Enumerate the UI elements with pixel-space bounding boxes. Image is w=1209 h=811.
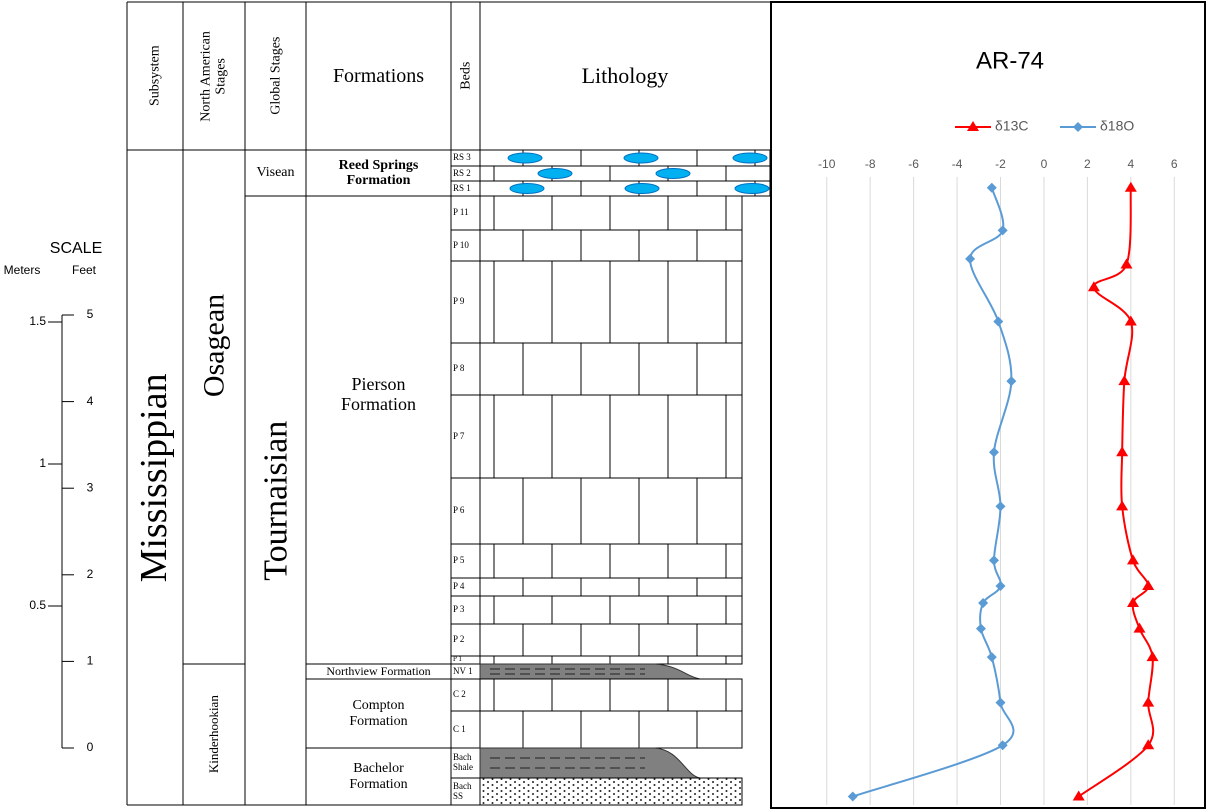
bed-label-box: P 3 [453,596,480,624]
header-box: North American Stages [183,2,245,150]
header-box: Global Stages [245,2,306,150]
formation-box: Reed Springs Formation [306,150,451,196]
bed-label-box: NV 1 [453,664,480,679]
header: Global Stages [268,6,283,146]
bed-label-box: P 5 [453,544,480,578]
bed-label-box: C 1 [453,711,480,748]
bed-label-box: P 11 [453,196,480,230]
bed-label: RS 3 [453,153,480,163]
page: AR-74 SCALEMetersFeet0.511.5012345-10-8-… [0,0,1209,811]
bed-label-box: P 6 [453,478,480,544]
bed-label: RS 1 [453,184,480,194]
bed-label: P 11 [453,208,480,218]
header: North American Stages [199,21,230,131]
formation: Pierson Formation [324,375,434,415]
global-stage: Tournaisian [257,301,294,701]
bed-label: C 2 [453,690,480,700]
formation: Reed Springs Formation [324,158,434,189]
bed-label-box: RS 2 [453,166,480,181]
bed-label-box: C 2 [453,679,480,711]
bed-label-box: P 4 [453,578,480,596]
bed-label: RS 2 [453,169,480,179]
bed-label: P 9 [453,297,480,307]
header: Formations [333,65,424,87]
bed-label: P 6 [453,506,480,516]
header: Subsystem [147,6,162,146]
formation-box: Compton Formation [306,679,451,748]
bed-label-box: RS 3 [453,150,480,166]
bed-label-box: P 10 [453,230,480,261]
global-stage: Visean [256,165,294,180]
bed-label: P 1 [453,656,480,664]
stage: Kinderhookian [207,664,221,804]
bed-label: P 5 [453,556,480,566]
stage-box: Osagean [183,150,245,540]
subsystem: Mississippian [134,227,176,727]
global-stage-box: Visean [245,150,306,196]
bed-label: P 3 [453,605,480,615]
stage-box: Kinderhookian [183,664,245,805]
bed-label-box: P 1 [453,656,480,664]
formation: Bachelor Formation [334,761,424,792]
header: Beds [458,6,473,146]
bed-label: NV 1 [453,667,480,677]
bed-label-box: P 2 [453,624,480,656]
column-texts: Subsystem North American Stages Global Sta… [0,0,1209,811]
bed-label: C 1 [453,725,480,735]
bed-label-box: Bach Shale [453,748,480,778]
formation-box: Bachelor Formation [306,748,451,805]
header-box: Beds [451,2,480,150]
bed-label-box: P 7 [453,395,480,478]
header-box: Subsystem [127,2,183,150]
bed-label: P 2 [453,635,480,645]
bed-label: P 7 [453,432,480,442]
bed-label: Bach Shale [453,753,480,773]
bed-label-box: RS 1 [453,181,480,196]
global-stage-box: Tournaisian [245,196,306,806]
bed-label: P 4 [453,582,480,592]
bed-label-box: Bach SS [453,778,480,805]
bed-label: P 8 [453,364,480,374]
formation-box: Northview Formation [306,664,451,679]
stage: Osagean [198,195,231,495]
bed-label: P 10 [453,241,480,251]
header-box: Lithology [480,2,770,150]
header: Lithology [582,64,669,88]
formation: Compton Formation [334,698,424,729]
formation-box: Pierson Formation [306,300,451,490]
header-box: Formations [306,2,451,150]
formation: Northview Formation [306,665,451,678]
bed-label-box: P 8 [453,343,480,395]
subsystem-box: Mississippian [127,150,183,805]
bed-label: Bach SS [453,782,480,802]
bed-label-box: P 9 [453,261,480,343]
